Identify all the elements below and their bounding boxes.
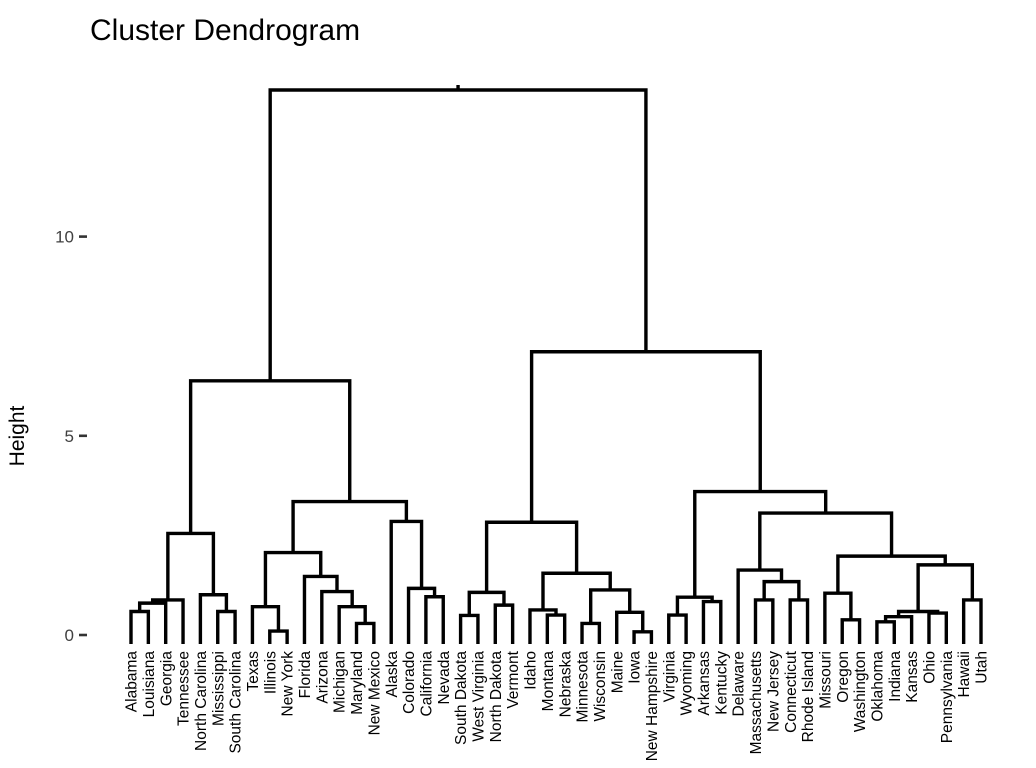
dendrogram-branch <box>484 520 579 593</box>
leaf-label: Arizona <box>314 651 331 704</box>
dendrogram-branch <box>788 598 810 644</box>
leaf-label: Washington <box>852 651 869 732</box>
leaf-label: Maine <box>609 651 626 693</box>
dendrogram-branch <box>916 563 975 612</box>
dendrogram-branch <box>150 598 185 644</box>
leaf-label: Louisiana <box>141 651 158 718</box>
leaf-label: New York <box>280 651 297 717</box>
leaf-label: Iowa <box>627 651 644 684</box>
leaf-label: North Dakota <box>488 651 505 743</box>
leaf-label: Florida <box>297 651 314 699</box>
leaf-label: California <box>418 651 435 717</box>
leaf-label: West Virginia <box>471 651 488 742</box>
dendrogram-branch <box>736 568 784 644</box>
leaf-label: New Jersey <box>765 651 782 732</box>
leaf-label: Texas <box>245 651 262 692</box>
leaf-label: North Carolina <box>193 651 210 751</box>
leaf-label: Oregon <box>835 651 852 703</box>
leaf-label: Illinois <box>262 651 279 694</box>
dendrogram-branch <box>588 588 632 624</box>
dendrogram-branch <box>883 614 914 644</box>
dendrogram-branch <box>250 605 281 644</box>
leaf-label: Minnesota <box>575 651 592 723</box>
leaf-label: Kansas <box>904 651 921 703</box>
dendrogram-branch <box>753 598 775 644</box>
dendrogram-branch <box>836 554 947 594</box>
leaf-label: Ohio <box>922 651 939 684</box>
dendrogram-branch <box>758 511 894 571</box>
dendrogram-branch <box>632 630 654 644</box>
leaf-label: New Hampshire <box>644 651 661 761</box>
dendrogram-branch <box>529 350 762 523</box>
leaf-label: Alabama <box>124 651 141 713</box>
leaf-label: Indiana <box>887 651 904 702</box>
leaf-label: Idaho <box>523 651 540 690</box>
leaf-label: Michigan <box>332 651 349 713</box>
y-tick-label: 10 <box>55 228 74 247</box>
leaf-label: Massachusetts <box>748 651 765 755</box>
leaf-label: Alaska <box>384 651 401 698</box>
leaf-label: Arkansas <box>696 651 713 716</box>
leaf-label: Nebraska <box>557 651 574 718</box>
leaf-labels: Alabama Louisiana Georgia Tennessee North Ca… <box>124 650 991 761</box>
y-tick-label: 0 <box>65 626 74 645</box>
dendrogram-branch <box>961 598 983 644</box>
y-axis-title: Height <box>6 405 29 466</box>
dendrogram-branch <box>198 593 229 644</box>
dendrogram-branch <box>875 620 896 644</box>
chart-title: Cluster Dendrogram <box>90 14 360 47</box>
leaf-label: Pennsylvania <box>939 651 956 744</box>
leaf-label: Oklahoma <box>870 651 887 722</box>
dendrogram-branch <box>337 605 367 644</box>
leaf-label: Wyoming <box>679 651 696 715</box>
y-axis: 0 5 10 <box>55 228 87 645</box>
leaf-label: Montana <box>540 651 557 712</box>
leaf-label: South Carolina <box>228 651 245 754</box>
dendrogram-branch <box>424 595 445 644</box>
leaf-label: Tennessee <box>176 651 193 726</box>
leaf-label: South Dakota <box>453 651 470 745</box>
leaf-label: Vermont <box>505 650 522 708</box>
leaf-label: Kentucky <box>713 651 730 715</box>
leaf-label: Missouri <box>817 651 834 709</box>
leaf-label: Nevada <box>436 651 453 705</box>
dendrogram-branch <box>528 608 558 644</box>
leaf-label: Connecticut <box>783 650 800 733</box>
leaf-label: Hawaii <box>956 651 973 698</box>
leaf-label: Maryland <box>349 651 366 715</box>
leaf-label: Virginia <box>661 651 678 703</box>
dendrogram-tree <box>129 84 983 644</box>
dendrogram-branch <box>840 618 862 644</box>
leaf-label: Rhode Island <box>800 651 817 742</box>
leaf-label: Mississippi <box>210 651 227 726</box>
y-tick-label: 5 <box>65 427 74 446</box>
dendrogram-branch <box>188 379 352 534</box>
leaf-label: Utah <box>974 651 991 684</box>
leaf-label: New Mexico <box>366 651 383 735</box>
leaf-label: Wisconsin <box>592 651 609 722</box>
leaf-label: Delaware <box>731 651 748 716</box>
leaf-label: Colorado <box>401 651 418 714</box>
leaf-label: Georgia <box>158 651 175 707</box>
